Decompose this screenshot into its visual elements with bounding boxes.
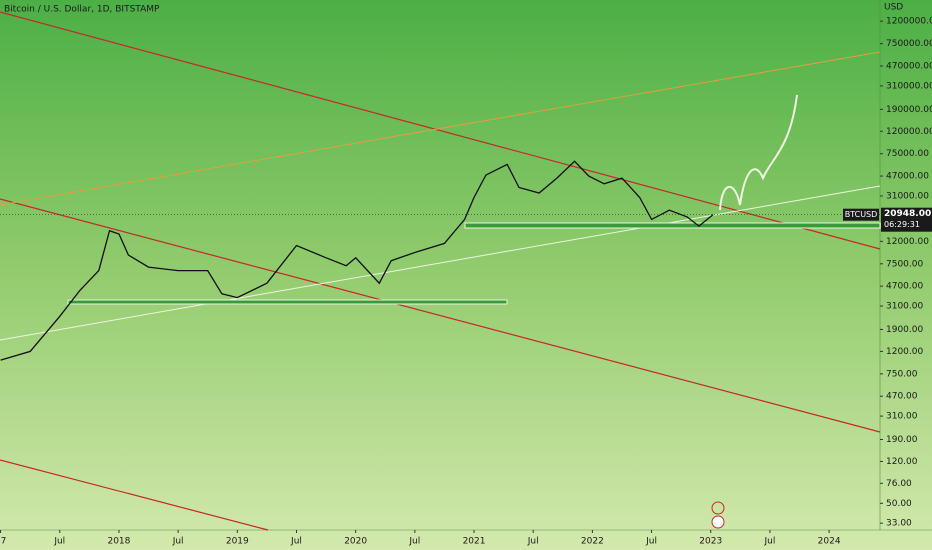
y-tick-label: 190000.00 (886, 105, 932, 115)
y-tick-label: 1900.00 (886, 325, 923, 335)
event-icon (711, 515, 725, 529)
currency-label: USD (884, 3, 903, 13)
x-tick-label: 2021 (463, 537, 486, 547)
y-tick-label: 50.00 (886, 499, 912, 509)
y-tick-label: 7500.00 (886, 259, 923, 269)
y-tick-label: 76.00 (886, 479, 912, 489)
x-tick-label: 17 (0, 537, 6, 547)
chart-title: Bitcoin / U.S. Dollar, 1D, BITSTAMP (4, 5, 160, 15)
symbol-badge (843, 208, 879, 221)
x-tick-label: Jul (53, 537, 65, 547)
y-tick-label: 120.00 (886, 457, 918, 467)
y-tick-label: 47000.00 (886, 172, 929, 182)
event-icon (711, 501, 725, 515)
x-tick-label: 2022 (581, 537, 604, 547)
x-tick-label: 2018 (107, 537, 130, 547)
trend-line (0, 51, 881, 206)
price-badge (881, 207, 932, 232)
y-tick-label: 12000.00 (886, 237, 929, 247)
x-tick-label: Jul (645, 537, 657, 547)
y-tick-label: 33.00 (886, 519, 912, 529)
y-tick-label: 3100.00 (886, 302, 923, 312)
symbol-label: BTCUSD (845, 210, 878, 219)
support-zone (67, 299, 508, 305)
x-tick-label: Jul (290, 537, 302, 547)
y-tick-label: 75000.00 (886, 149, 929, 159)
x-tick-label: Jul (408, 537, 420, 547)
x-tick-label: Jul (527, 537, 539, 547)
y-tick-label: 4700.00 (886, 282, 923, 292)
y-tick-label: 750000.00 (886, 39, 932, 49)
y-tick-label: 470.00 (886, 392, 918, 402)
y-tick-label: 31000.00 (886, 191, 929, 201)
y-tick-label: 310000.00 (886, 81, 932, 91)
trend-line (0, 459, 269, 531)
y-tick-label: 190.00 (886, 435, 918, 445)
price-line (0, 160, 714, 361)
x-tick-label: 2020 (344, 537, 367, 547)
last-price-label: 20948.00 (884, 209, 931, 219)
x-tick-label: 2023 (699, 537, 722, 547)
trend-line (0, 198, 881, 433)
y-tick-label: 120000.00 (886, 127, 932, 137)
y-tick-label: 1200.00 (886, 347, 923, 357)
x-tick-label: Jul (763, 537, 775, 547)
trend-line (0, 11, 881, 250)
support-zone (464, 222, 881, 229)
trend-line (0, 185, 881, 341)
y-tick-label: 470000.00 (886, 62, 932, 72)
projection-path (719, 94, 798, 211)
x-tick-label: 2019 (226, 537, 249, 547)
y-tick-label: 750.00 (886, 369, 918, 379)
x-tick-label: 2024 (818, 537, 841, 547)
x-tick-label: Jul (172, 537, 184, 547)
plot (0, 160, 714, 361)
y-tick-label: 1200000.00 (886, 17, 932, 27)
drawings (0, 11, 881, 531)
y-tick-label: 310.00 (886, 412, 918, 422)
countdown-label: 06:29:31 (884, 220, 920, 229)
